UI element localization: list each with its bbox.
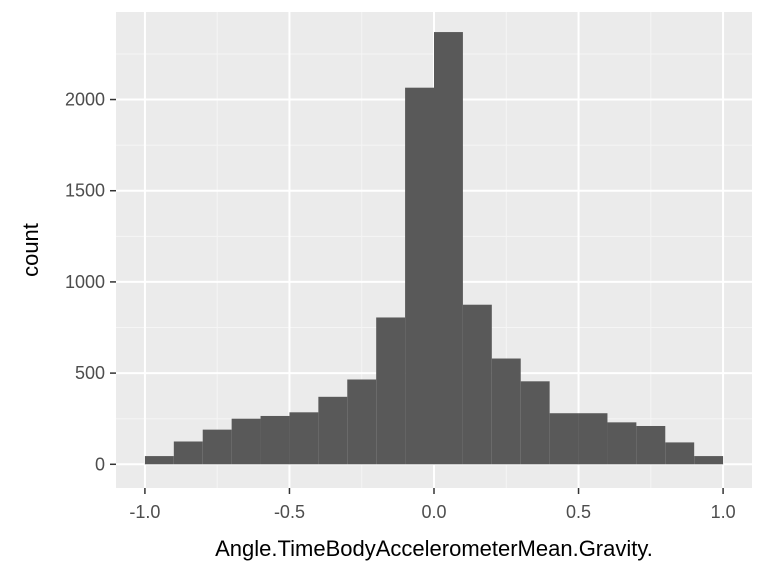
histogram-bar	[405, 87, 434, 465]
histogram-bar	[231, 418, 261, 465]
x-tick-label: 0.5	[566, 502, 591, 522]
histogram-bar	[202, 429, 232, 465]
x-tick-label: 1.0	[711, 502, 736, 522]
y-tick-label: 1500	[65, 181, 105, 201]
x-axis-tick-labels: -1.0 -0.5 0.0 0.5 1.0	[129, 502, 735, 522]
histogram-bar	[520, 381, 550, 465]
histogram-bar	[636, 425, 666, 465]
x-axis-title: Angle.TimeBodyAccelerometerMean.Gravity.	[215, 536, 653, 561]
histogram-bar	[260, 415, 290, 465]
histogram-bars	[144, 32, 724, 465]
histogram-bar	[578, 413, 608, 465]
histogram-bar	[434, 32, 463, 465]
histogram-bar	[607, 422, 637, 465]
histogram-bar	[289, 412, 319, 465]
x-tick-label: -0.5	[274, 502, 305, 522]
y-axis-title: count	[18, 223, 43, 277]
y-tick-label: 2000	[65, 90, 105, 110]
y-tick-label: 500	[75, 363, 105, 383]
x-tick-label: -1.0	[129, 502, 160, 522]
histogram-bar	[318, 396, 348, 465]
histogram-bar	[144, 456, 174, 465]
axis-ticks	[110, 98, 724, 494]
histogram-bar	[491, 358, 521, 465]
y-tick-label: 1000	[65, 272, 105, 292]
histogram-bar	[665, 442, 695, 465]
x-tick-label: 0.0	[421, 502, 446, 522]
y-axis-tick-labels: 0 500 1000 1500 2000	[65, 90, 105, 475]
histogram-bar	[694, 456, 724, 465]
histogram-bar	[549, 413, 579, 465]
y-tick-label: 0	[95, 454, 105, 474]
histogram-bar	[376, 317, 406, 465]
histogram-bar	[347, 379, 377, 465]
histogram-bar	[462, 304, 492, 465]
histogram-bar	[173, 441, 203, 465]
